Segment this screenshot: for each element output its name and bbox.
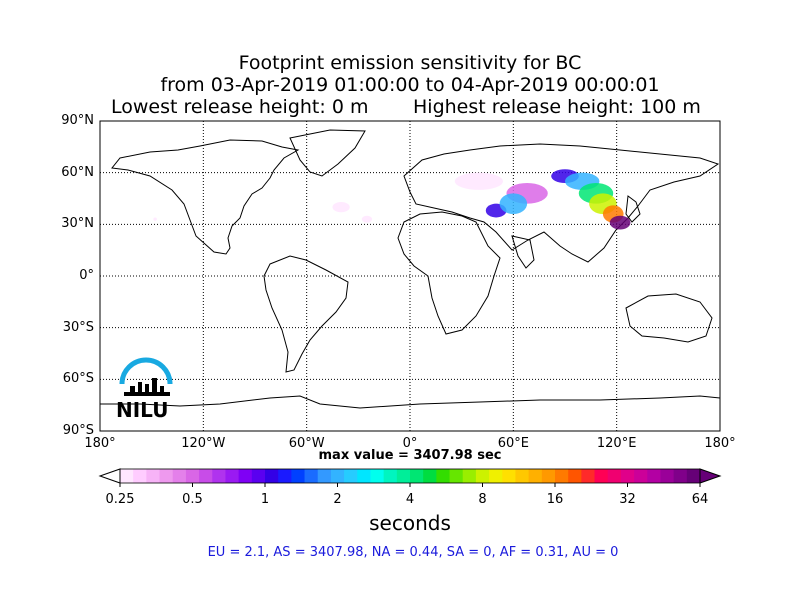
chart-title-line1: Footprint emission sensitivity for BC: [238, 52, 582, 74]
colorbar-extend-high: [699, 468, 722, 484]
lowest-release-height: Lowest release height: 0 m: [111, 96, 369, 118]
colorbar-cell: [317, 469, 332, 483]
colorbar-extend-low: [98, 468, 121, 484]
colorbar-cell: [634, 469, 648, 483]
colorbar-cell: [185, 469, 200, 483]
colorbar-cell: [251, 469, 266, 483]
lat-tick-label: 60°S: [62, 371, 94, 387]
colorbar-cell: [291, 469, 306, 483]
colorbar-cell: [462, 469, 477, 483]
colorbar-cell: [502, 469, 516, 483]
colorbar-cell: [489, 469, 503, 483]
colorbar-cell: [686, 469, 701, 483]
colorbar-cell: [396, 469, 411, 483]
lon-tick-label: 120°W: [181, 436, 226, 451]
nilu-logo-text: NILU: [116, 398, 169, 422]
colorbar-cell: [515, 469, 530, 483]
colorbar-cell: [673, 469, 688, 483]
colorbar-cell: [449, 469, 464, 483]
colorbar-cell: [304, 469, 319, 483]
nilu-logo: NILU: [116, 356, 176, 422]
lon-tick-label: 60°W: [288, 436, 325, 451]
colorbar-cells: [120, 469, 701, 483]
colorbar-cell: [528, 469, 543, 483]
plume-cell: [332, 201, 350, 213]
colorbar-cell: [159, 469, 174, 483]
colorbar-cell: [383, 469, 398, 483]
colorbar-tick-label: 1: [260, 492, 270, 507]
lat-tick-label: 0°: [79, 268, 94, 283]
lon-tick-label: 120°E: [596, 436, 637, 451]
plume-cell: [153, 217, 157, 221]
colorbar-cell: [581, 469, 596, 483]
coastlines: [100, 129, 721, 409]
colorbar-cell: [199, 469, 213, 483]
plume-cell: [609, 215, 631, 230]
colorbar-cell: [475, 469, 490, 483]
colorbar-tick-label: 16: [546, 492, 564, 507]
nilu-logo-icon: [119, 357, 173, 396]
lon-tick-label: 0°: [402, 436, 418, 451]
colorbar-cell: [278, 469, 292, 483]
colorbar-cell: [357, 469, 371, 483]
colorbar-cell: [555, 469, 569, 483]
colorbar-cell: [568, 469, 582, 483]
colorbar-cell: [541, 469, 556, 483]
lat-tick-label: 60°N: [61, 164, 94, 180]
colorbar-cell: [344, 469, 358, 483]
chart-title-line2: from 03-Apr-2019 01:00:00 to 04-Apr-2019…: [160, 74, 660, 96]
colorbar-cell: [423, 469, 437, 483]
colorbar-tick-label: 8: [478, 492, 487, 507]
lat-tick-label: 90°S: [62, 423, 94, 438]
colorbar-cell: [330, 469, 345, 483]
colorbar-cell: [172, 469, 187, 483]
lon-tick-label: 180°: [84, 436, 116, 451]
colorbar-cell: [225, 469, 240, 483]
colorbar-tick-label: 0.25: [105, 492, 135, 507]
colorbar-cell: [370, 469, 385, 483]
colorbar-cell: [410, 469, 424, 483]
plume-cell: [499, 193, 528, 215]
colorbar-cell: [660, 469, 675, 483]
highest-release-height: Highest release height: 100 m: [413, 96, 701, 118]
max-value-label: max value = 3407.98 sec: [318, 448, 502, 463]
colorbar-tick-label: 0.5: [182, 492, 203, 507]
colorbar-cell: [265, 469, 279, 483]
colorbar-cell: [133, 469, 147, 483]
map-frame: [99, 120, 721, 432]
colorbar-unit-label: seconds: [369, 511, 451, 535]
sensitivity-plumes: [153, 169, 631, 230]
colorbar-cell: [238, 469, 253, 483]
lat-tick-label: 30°S: [62, 319, 94, 335]
colorbar-cell: [620, 469, 635, 483]
colorbar-ticks: [119, 483, 701, 487]
colorbar-cell: [120, 469, 134, 483]
lat-tick-label: 90°N: [61, 113, 94, 128]
colorbar-tick-label: 2: [333, 492, 342, 507]
lon-tick-label: 60°E: [497, 436, 529, 451]
colorbar-cell: [647, 469, 661, 483]
colorbar-tick-label: 4: [405, 492, 415, 507]
colorbar-cell: [146, 469, 161, 483]
region-stats: EU = 2.1, AS = 3407.98, NA = 0.44, SA = …: [207, 545, 619, 560]
plume-cell: [454, 172, 503, 190]
lon-tick-label: 180°: [704, 436, 736, 451]
colorbar-cell: [594, 469, 609, 483]
colorbar-cell: [607, 469, 622, 483]
lat-tick-label: 30°N: [61, 216, 94, 232]
colorbar-tick-label: 64: [691, 492, 709, 507]
plume-cell: [361, 215, 373, 223]
colorbar-cell: [212, 469, 226, 483]
colorbar-tick-label: 32: [619, 492, 636, 507]
colorbar-cell: [436, 469, 451, 483]
